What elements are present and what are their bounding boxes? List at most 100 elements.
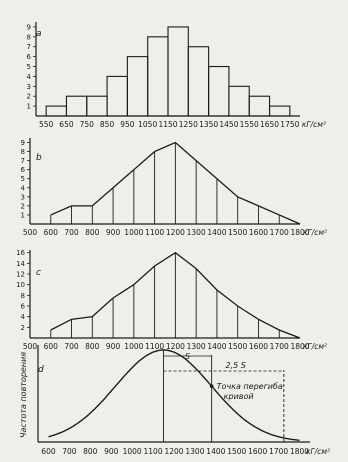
x-unit-label: кГ/см²: [303, 342, 327, 351]
x-tick-label: 1500: [228, 228, 247, 237]
x-tick-label: 1700: [270, 342, 289, 351]
y-tick-label: 6: [21, 166, 26, 174]
series-line: [50, 141, 301, 225]
y-tick-label: 9: [27, 23, 31, 31]
x-tick-label: 1400: [207, 342, 226, 351]
x-tick-label: 900: [106, 342, 121, 351]
x-tick-label: 1400: [206, 447, 225, 456]
panel-a-histogram: a 550 650 750 850 950 1050 1150 1250 1350 1450 155…: [27, 22, 326, 129]
x-tick-label: 1200: [166, 228, 185, 237]
x-tick-label: 1000: [124, 228, 143, 237]
panel-b-label: b: [36, 153, 42, 163]
x-tick-label: 600: [41, 447, 56, 456]
x-unit-label: кГ/см²: [306, 447, 330, 456]
panel-d-label: d: [38, 365, 44, 375]
x-unit-label: кГ/см²: [302, 120, 326, 129]
x-tick-label: 1450: [219, 120, 238, 129]
y-tick-label: 16: [16, 249, 25, 257]
panel-c-polygon: c 500 600 700 800 900 1000 1100 1200 1300 1400 150…: [16, 249, 327, 351]
x-tick-label: 1800: [290, 447, 309, 456]
x-tick-label: 500: [23, 228, 38, 237]
x-tick-label: 1600: [248, 447, 267, 456]
inflection-annotation: Точка перегиба кривой: [217, 382, 283, 401]
two-five-sd-label: 2,5 S: [226, 361, 246, 370]
x-tick-label: 800: [83, 447, 98, 456]
histogram-bar: [167, 26, 189, 117]
y-tick-label: 3: [27, 83, 31, 91]
x-tick-label: 1000: [124, 342, 143, 351]
panel-a-label: a: [36, 29, 42, 39]
histogram-bar: [45, 105, 68, 117]
y-tick-label: 3: [21, 193, 25, 201]
y-tick-label: 7: [27, 43, 31, 51]
x-tick-label: 550: [39, 120, 54, 129]
y-tick-label: 1: [27, 103, 31, 111]
x-tick-label: 1150: [158, 120, 177, 129]
x-tick-label: 800: [85, 342, 100, 351]
x-tick-label: 1300: [185, 447, 204, 456]
sd-label: S: [185, 352, 190, 361]
x-tick-label: 1750: [280, 120, 299, 129]
panel-b-polygon: b 500 600 700 800 900 1000 1100 1200 1300 1400 150…: [21, 138, 327, 237]
x-tick-label: 1300: [187, 228, 206, 237]
y-tick-label: 12: [16, 271, 25, 279]
y-tick-label: 9: [21, 139, 25, 147]
panel-c-label: c: [36, 268, 41, 278]
x-tick-label: 1100: [145, 228, 164, 237]
x-tick-label: 500: [23, 342, 38, 351]
histogram-bar: [106, 75, 128, 117]
y-tick-label: 8: [21, 148, 25, 156]
histogram-bar: [268, 105, 291, 117]
y-tick-label: 8: [27, 33, 31, 41]
x-tick-label: 850: [100, 120, 115, 129]
y-tick-label: 8: [21, 292, 25, 300]
y-tick-label: 6: [21, 303, 26, 311]
y-tick-label: 5: [27, 63, 31, 71]
normal-curve: [48, 349, 300, 441]
y-tick-label: 2: [27, 93, 31, 101]
x-tick-label: 1700: [270, 228, 289, 237]
y-tick-label: 4: [27, 73, 32, 81]
histogram-bar: [187, 46, 210, 117]
x-tick-label: 1600: [249, 228, 268, 237]
x-tick-label: 1500: [227, 447, 246, 456]
x-tick-label: 1800: [290, 342, 309, 351]
histogram-bar: [208, 65, 230, 117]
inflection-point: [209, 384, 214, 388]
x-tick-label: 1300: [187, 342, 206, 351]
x-tick-label: 600: [44, 342, 59, 351]
series-line: [50, 251, 301, 339]
histogram-bar: [228, 85, 250, 117]
x-tick-label: 1350: [199, 120, 218, 129]
x-tick-label: 900: [106, 228, 121, 237]
x-tick-label: 1100: [145, 342, 164, 351]
x-tick-label: 1050: [138, 120, 157, 129]
histogram-bar: [65, 95, 88, 117]
x-tick-label: 700: [64, 228, 79, 237]
x-tick-label: 1600: [249, 342, 268, 351]
x-tick-label: 1700: [269, 447, 288, 456]
y-tick-label: 5: [21, 175, 25, 183]
x-tick-label: 1650: [260, 120, 279, 129]
histogram-bar: [126, 56, 149, 117]
x-tick-label: 600: [44, 228, 59, 237]
x-tick-label: 750: [80, 120, 95, 129]
y-tick-label: 10: [16, 281, 25, 289]
histogram-bar: [248, 95, 271, 117]
y-tick-label: 14: [16, 260, 25, 268]
inflection-annotation-line: Точка перегиба: [217, 382, 283, 391]
x-tick-label: 900: [104, 447, 119, 456]
x-unit-label: кГ/см²: [303, 228, 327, 237]
x-tick-label: 1500: [228, 342, 247, 351]
y-tick-label: 6: [27, 53, 32, 61]
y-tick-label: 4: [21, 184, 26, 192]
y-tick-label: 4: [21, 313, 26, 321]
x-tick-label: 1800: [290, 228, 309, 237]
x-tick-label: 1250: [179, 120, 198, 129]
y-tick-label: 2: [21, 202, 25, 210]
x-tick-label: 650: [59, 120, 74, 129]
y-tick-label: 1: [21, 211, 25, 219]
histogram-bar: [147, 36, 169, 117]
histogram-bar: [86, 95, 108, 117]
